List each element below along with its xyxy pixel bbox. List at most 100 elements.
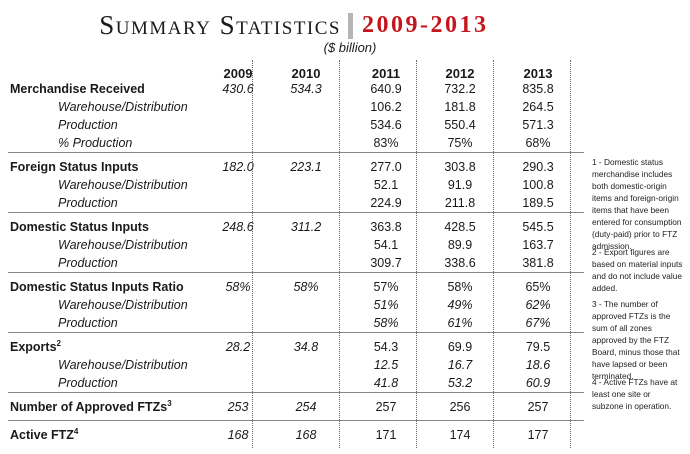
section-separator — [8, 420, 584, 421]
subrow-label: % Production — [58, 136, 133, 150]
footnote-2: 2 - Export figures are based on material… — [592, 247, 683, 293]
table-row: Domestic Status Inputs 248.6 311.2 363.8 428… — [0, 218, 590, 236]
table-subrow: Production 534.6 550.4 571.3 — [0, 116, 590, 134]
table-cell: 28.2 — [225, 340, 251, 354]
row-label-text: Foreign Status Inputs — [10, 160, 139, 174]
table-cell: 264.5 — [522, 100, 554, 114]
table-cell: 534.6 — [370, 118, 402, 132]
title-text: Summary Statistics — [99, 10, 341, 40]
row-label-text: Merchandise Received — [10, 82, 145, 96]
section-separator — [8, 332, 584, 333]
table-cell: 51% — [373, 298, 399, 312]
footnote-4: 4 - Active FTZs have at least one site o… — [592, 377, 678, 411]
section-separator — [8, 152, 584, 153]
table-cell: 290.3 — [522, 160, 554, 174]
column-header-2013: 2013 — [523, 66, 553, 81]
subrow-label: Warehouse/Distribution — [58, 178, 188, 192]
footnote-1: 1 - Domestic status merchandise includes… — [592, 157, 682, 251]
table-row: Domestic Status Inputs Ratio 58% 58% 57% 58%… — [0, 278, 590, 296]
table-cell: 174 — [449, 428, 471, 442]
section-separator — [8, 212, 584, 213]
row-label: Exports2 — [10, 338, 61, 356]
table-cell: 257 — [375, 400, 397, 414]
table-cell: 545.5 — [522, 220, 554, 234]
table-cell: 571.3 — [522, 118, 554, 132]
table-subrow: Warehouse/Distribution 12.5 16.7 18.6 — [0, 356, 590, 374]
table-cell: 58% — [293, 280, 319, 294]
title-years: 2009-2013 — [362, 12, 489, 38]
table-cell: 534.3 — [290, 82, 322, 96]
table-cell: 16.7 — [447, 358, 473, 372]
table-cell: 83% — [373, 136, 399, 150]
table-cell: 189.5 — [522, 196, 554, 210]
row-label-text: Active FTZ — [10, 428, 74, 442]
footnote-marker: 3 — [167, 398, 172, 408]
table-cell: 248.6 — [222, 220, 254, 234]
subrow-label: Warehouse/Distribution — [58, 298, 188, 312]
table-cell: 54.1 — [373, 238, 399, 252]
subrow-label: Production — [58, 376, 118, 390]
table-cell: 550.4 — [444, 118, 476, 132]
table-cell: 69.9 — [447, 340, 473, 354]
subrow-label: Warehouse/Distribution — [58, 358, 188, 372]
table-cell: 177 — [527, 428, 549, 442]
table-subrow: Warehouse/Distribution 54.1 89.9 163.7 — [0, 236, 590, 254]
table-cell: 67% — [525, 316, 551, 330]
table-cell: 52.1 — [373, 178, 399, 192]
row-label-text: Number of Approved FTZs — [10, 400, 168, 414]
table-row: Active FTZ4 168 168 171 174 177 — [0, 426, 590, 444]
table-cell: 835.8 — [522, 82, 554, 96]
table-subrow: Warehouse/Distribution 51% 49% 62% — [0, 296, 590, 314]
table-cell: 68% — [525, 136, 551, 150]
column-divider — [493, 60, 494, 448]
row-label: Number of Approved FTZs3 — [10, 398, 172, 416]
summary-title: Summary Statistics 2009-2013 — [0, 10, 690, 40]
table-cell: 171 — [375, 428, 397, 442]
table-cell: 303.8 — [444, 160, 476, 174]
table-cell: 223.1 — [290, 160, 322, 174]
row-label: Active FTZ4 — [10, 426, 78, 444]
row-label-text: Exports — [10, 340, 57, 354]
table-cell: 211.8 — [444, 196, 476, 210]
table-cell: 60.9 — [525, 376, 551, 390]
table-cell: 89.9 — [447, 238, 473, 252]
table-cell: 182.0 — [222, 160, 254, 174]
column-header-2012: 2012 — [445, 66, 475, 81]
table-cell: 106.2 — [370, 100, 402, 114]
column-divider — [339, 60, 340, 448]
table-cell: 12.5 — [373, 358, 399, 372]
table-row: Number of Approved FTZs3 253 254 257 256 257 — [0, 398, 590, 416]
table-cell: 428.5 — [444, 220, 476, 234]
table-subrow: Warehouse/Distribution 52.1 91.9 100.8 — [0, 176, 590, 194]
row-label-text: Domestic Status Inputs — [10, 220, 149, 234]
subrow-label: Warehouse/Distribution — [58, 100, 188, 114]
row-label: Domestic Status Inputs Ratio — [10, 278, 184, 296]
section-separator — [8, 392, 584, 393]
table-subrow: Production 41.8 53.2 60.9 — [0, 374, 590, 392]
table-cell: 168 — [295, 428, 317, 442]
footnote-3: 3 - The number of approved FTZs is the s… — [592, 299, 680, 381]
table-cell: 363.8 — [370, 220, 402, 234]
table-cell: 62% — [525, 298, 551, 312]
table-cell: 168 — [227, 428, 249, 442]
table-cell: 79.5 — [525, 340, 551, 354]
table-cell: 163.7 — [522, 238, 554, 252]
table-cell: 65% — [525, 280, 551, 294]
footnote-marker: 2 — [56, 338, 61, 348]
table-cell: 100.8 — [522, 178, 554, 192]
table-row: Foreign Status Inputs 182.0 223.1 277.0 303.… — [0, 158, 590, 176]
table-cell: 54.3 — [373, 340, 399, 354]
table-cell: 256 — [449, 400, 471, 414]
table-subrow: Production 224.9 211.8 189.5 — [0, 194, 590, 212]
table-cell: 75% — [447, 136, 473, 150]
table-cell: 41.8 — [373, 376, 399, 390]
units-subtitle: ($ billion) — [323, 40, 377, 55]
row-label: Foreign Status Inputs — [10, 158, 138, 176]
table-cell: 253 — [227, 400, 249, 414]
subrow-label: Production — [58, 196, 118, 210]
table-row: Merchandise Received 430.6 534.3 640.9 732.2… — [0, 80, 590, 98]
table-cell: 254 — [295, 400, 317, 414]
table-cell: 61% — [447, 316, 473, 330]
column-header-2010: 2010 — [291, 66, 321, 81]
section-separator — [8, 272, 584, 273]
